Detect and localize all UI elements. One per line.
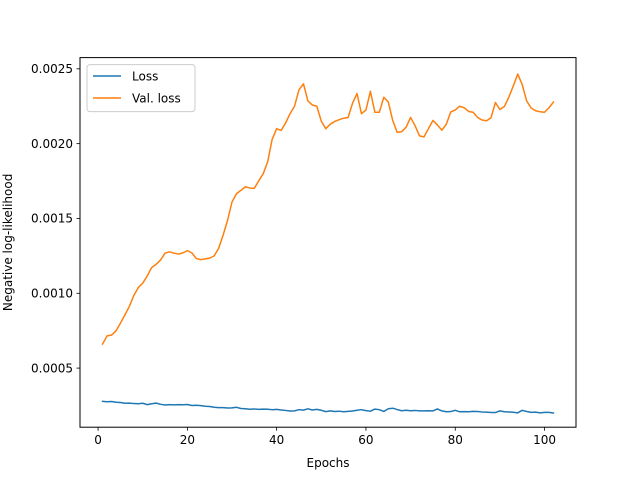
y-tick-label: 0.0025 [31, 62, 73, 76]
x-axis-label: Epochs [307, 456, 350, 470]
x-axis-ticks: 0 20 40 60 80 100 [94, 427, 556, 447]
series-line-loss [101, 400, 555, 414]
x-tick-label: 40 [269, 433, 284, 447]
y-tick-label: 0.0015 [31, 212, 73, 226]
y-axis-label: Negative log-likelihood [1, 174, 15, 311]
series-layer [101, 73, 555, 414]
x-tick-label: 80 [448, 433, 463, 447]
legend-label-val-loss: Val. loss [132, 92, 181, 106]
series-line-val-loss [101, 73, 555, 346]
plot-frame [79, 57, 577, 428]
x-tick-label: 60 [358, 433, 373, 447]
x-tick-label: 0 [94, 433, 102, 447]
y-tick-label: 0.0005 [31, 361, 73, 375]
y-tick-label: 0.0020 [31, 137, 73, 151]
y-tick-label: 0.0010 [31, 286, 73, 300]
y-axis-ticks: 0.0005 0.0010 0.0015 0.0020 0.0025 [31, 62, 80, 375]
x-tick-label: 20 [180, 433, 195, 447]
x-tick-label: 100 [533, 433, 556, 447]
legend-label-loss: Loss [132, 70, 158, 84]
legend: Loss Val. loss [86, 64, 196, 113]
